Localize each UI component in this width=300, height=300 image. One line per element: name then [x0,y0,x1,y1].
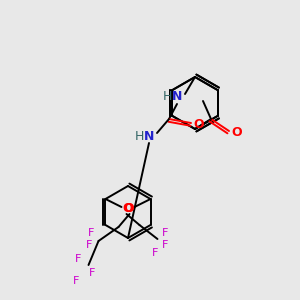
Text: F: F [89,268,96,278]
Text: F: F [88,228,95,238]
Text: O: O [124,202,134,215]
Text: F: F [152,248,159,258]
Text: O: O [122,202,133,215]
Text: F: F [86,240,93,250]
Text: N: N [144,130,154,143]
Text: H: H [162,91,172,103]
Text: O: O [193,118,204,130]
Text: F: F [162,240,169,250]
Text: O: O [231,125,242,139]
Text: N: N [172,91,182,103]
Text: H: H [134,130,144,143]
Text: F: F [75,254,82,264]
Text: F: F [162,228,169,238]
Text: F: F [73,276,80,286]
